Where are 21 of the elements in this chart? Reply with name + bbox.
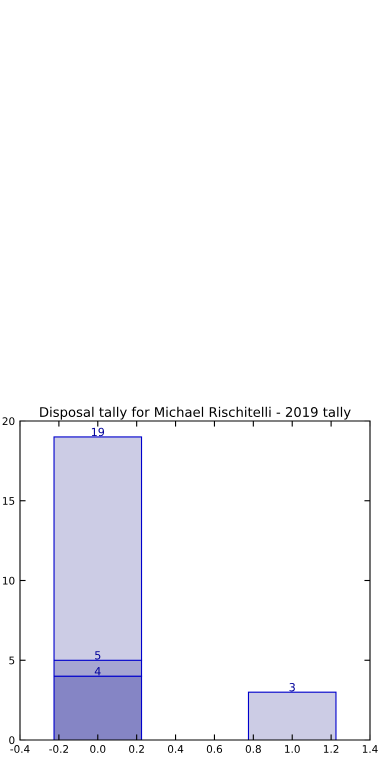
x-tick-label: -0.4	[10, 745, 30, 753]
total-label: 3	[290, 682, 295, 692]
total-label: 19	[92, 428, 104, 436]
chart-title: Disposal tally for Michael Rischitelli - 2019 tally	[40, 406, 351, 420]
x-tick-label: -0.2	[49, 745, 68, 753]
bar	[248, 692, 337, 740]
y-tick-label: 10	[3, 576, 14, 585]
y-tick-label: 5	[9, 656, 14, 664]
y-tick-label: 20	[2, 417, 14, 426]
annotation: 5	[95, 651, 100, 660]
x-tick-label: 0.4	[168, 745, 184, 753]
x-tick-label: 0.0	[90, 745, 106, 753]
y-tick-label: 0	[9, 736, 14, 744]
x-tick-label: 0.8	[246, 745, 261, 753]
x-tick-label: 1.0	[285, 745, 300, 753]
y-tick-label: 15	[3, 497, 14, 505]
x-tick-label: 0.2	[129, 745, 144, 753]
x-tick-label: 0.6	[206, 745, 222, 753]
annotation: 4	[94, 667, 101, 676]
x-tick-label: 1.2	[324, 745, 338, 753]
x-tick-label: 1.4	[362, 745, 378, 753]
